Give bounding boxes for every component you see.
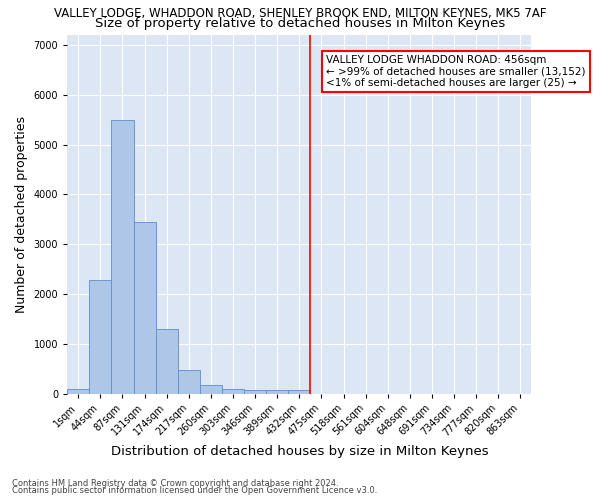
Bar <box>178 370 200 394</box>
Text: VALLEY LODGE, WHADDON ROAD, SHENLEY BROOK END, MILTON KEYNES, MK5 7AF: VALLEY LODGE, WHADDON ROAD, SHENLEY BROO… <box>54 8 546 20</box>
Bar <box>266 390 288 394</box>
Bar <box>288 390 310 394</box>
Bar <box>155 329 178 394</box>
Text: VALLEY LODGE WHADDON ROAD: 456sqm
← >99% of detached houses are smaller (13,152): VALLEY LODGE WHADDON ROAD: 456sqm ← >99%… <box>326 55 586 88</box>
Bar <box>112 120 134 394</box>
Text: Contains public sector information licensed under the Open Government Licence v3: Contains public sector information licen… <box>12 486 377 495</box>
Y-axis label: Number of detached properties: Number of detached properties <box>15 116 28 313</box>
Bar <box>222 389 244 394</box>
Bar <box>89 280 112 394</box>
Text: Contains HM Land Registry data © Crown copyright and database right 2024.: Contains HM Land Registry data © Crown c… <box>12 478 338 488</box>
Bar <box>67 388 89 394</box>
Bar <box>244 390 266 394</box>
Text: Size of property relative to detached houses in Milton Keynes: Size of property relative to detached ho… <box>95 16 505 30</box>
Bar <box>200 386 222 394</box>
Bar <box>134 222 155 394</box>
X-axis label: Distribution of detached houses by size in Milton Keynes: Distribution of detached houses by size … <box>110 444 488 458</box>
